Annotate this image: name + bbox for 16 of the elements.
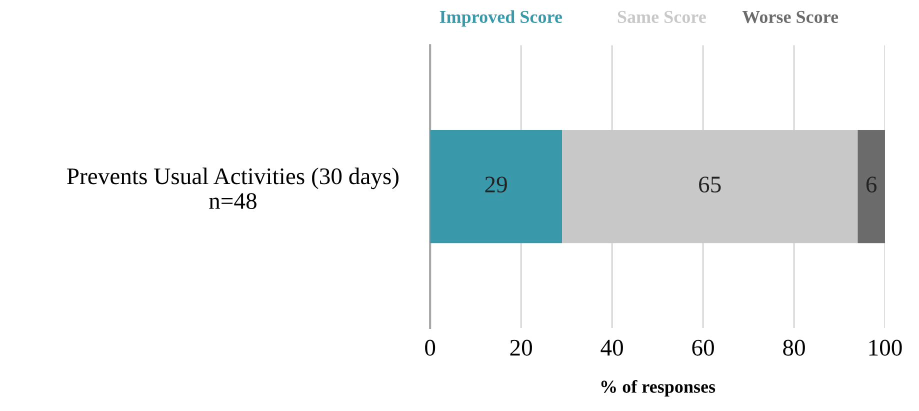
x-tick-label: 80 [783,340,805,356]
y-tick-label: Prevents Usual Activities (30 days) n=48 [67,168,398,210]
x-tick-label: 0 [425,340,436,356]
bar [858,130,885,244]
bar [430,130,562,244]
data-label: 6 [866,176,877,193]
x-tick-label: 100 [869,340,902,356]
x-tick-label: 40 [600,340,623,356]
data-label: 29 [485,176,507,193]
bar [562,130,858,244]
x-tick-label: 60 [692,340,714,356]
x-axis-title: % of responses [601,380,716,397]
x-tick-label: 20 [510,340,532,356]
text: Improved Score [440,10,562,27]
data-label: 65 [699,176,721,193]
text: Worse Score [742,10,838,24]
